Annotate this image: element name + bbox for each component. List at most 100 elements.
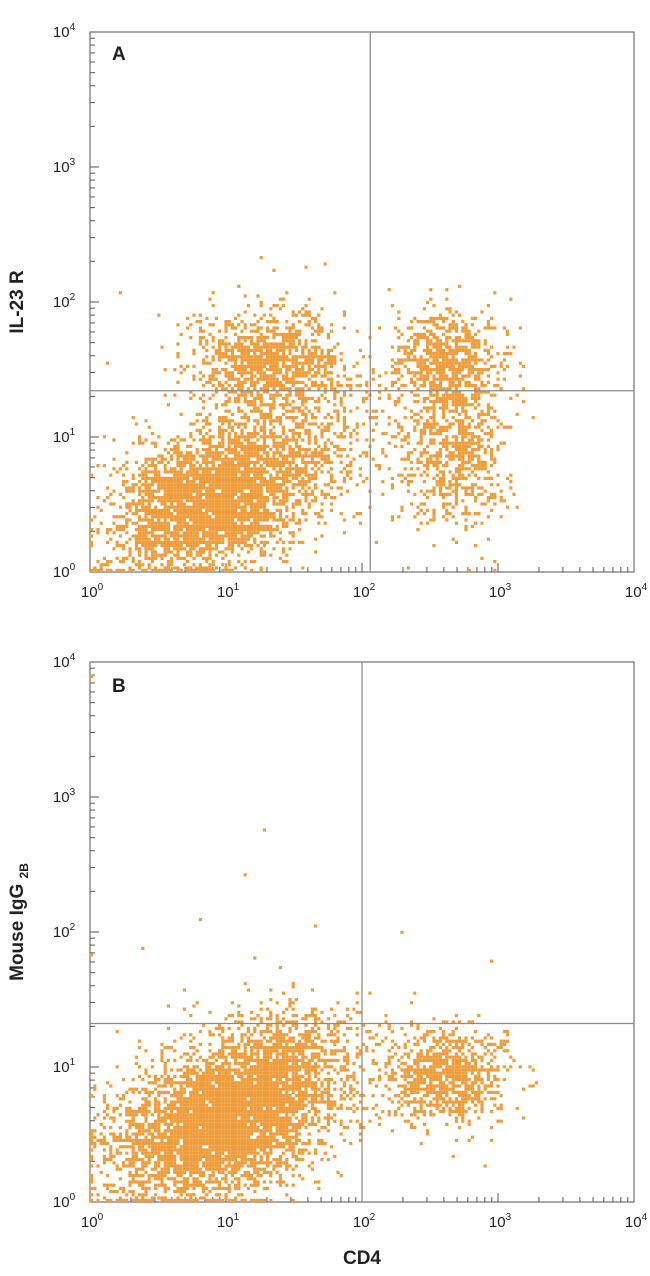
- panel-b-event-dot: [246, 1084, 250, 1088]
- panel-b-event-dot: [218, 1154, 222, 1158]
- panel-a-event-dot: [102, 464, 106, 468]
- panel-a-event-dot: [202, 540, 206, 544]
- panel-a-event-dot: [250, 384, 254, 388]
- panel-a-event-dot: [205, 454, 209, 458]
- panel-a-event-dot: [227, 374, 231, 378]
- panel-a-event-dot: [291, 483, 295, 487]
- panel-b-event-dot: [179, 1126, 183, 1130]
- panel-a-event-dot: [291, 457, 295, 461]
- panel-a-event-dot: [291, 406, 295, 410]
- panel-a-event-dot: [317, 323, 321, 327]
- panel-a-event-dot: [211, 508, 215, 512]
- panel-a-event-dot: [432, 492, 436, 496]
- panel-a-event-dot: [429, 489, 433, 493]
- panel-a-event-dot: [166, 566, 170, 570]
- panel-b-event-dot: [128, 1183, 132, 1187]
- panel-a-event-dot: [349, 441, 353, 445]
- panel-a-event-dot: [138, 560, 142, 564]
- panel-a-event-dot: [266, 470, 270, 474]
- panel-a-event-dot: [259, 540, 263, 544]
- panel-a-event-dot: [250, 377, 254, 381]
- panel-a-event-dot: [326, 361, 330, 365]
- panel-a-event-dot: [294, 345, 298, 349]
- panel-a-event-dot: [234, 377, 238, 381]
- panel-a-event-dot: [259, 332, 263, 336]
- panel-a-event-dot: [426, 377, 430, 381]
- panel-a-event-dot: [330, 387, 334, 391]
- panel-a-event-dot: [170, 534, 174, 538]
- panel-b-event-dot: [227, 1126, 231, 1130]
- panel-b-event-dot: [198, 1097, 202, 1101]
- panel-a-event-dot: [253, 384, 257, 388]
- panel-a-event-dot: [208, 505, 212, 509]
- panel-a-event-dot: [451, 400, 455, 404]
- panel-a-event-dot: [416, 342, 420, 346]
- panel-a-event-dot: [173, 438, 177, 442]
- panel-a-event-dot: [234, 505, 238, 509]
- panel-a-event-dot: [243, 348, 247, 352]
- panel-b-event-dot: [182, 1052, 186, 1056]
- panel-a-event-dot: [438, 355, 442, 359]
- panel-b-event-dot: [304, 1094, 308, 1098]
- panel-a-event-dot: [256, 377, 260, 381]
- panel-a-event-dot: [442, 492, 446, 496]
- panel-b-event-dot: [224, 1081, 228, 1085]
- panel-a-event-dot: [150, 496, 154, 500]
- panel-a-event-dot: [234, 515, 238, 519]
- panel-b-event-dot: [266, 1023, 270, 1027]
- panel-a-event-dot: [208, 448, 212, 452]
- panel-a-event-dot: [307, 377, 311, 381]
- panel-a-event-dot: [464, 489, 468, 493]
- panel-a-event-dot: [435, 368, 439, 372]
- panel-a-event-dot: [304, 473, 308, 477]
- panel-a-event-dot: [186, 544, 190, 548]
- panel-a-event-dot: [291, 473, 295, 477]
- panel-b-event-dot: [214, 1180, 218, 1184]
- panel-a-event-dot: [282, 406, 286, 410]
- panel-a-event-dot: [445, 342, 449, 346]
- panel-a-event-dot: [285, 467, 289, 471]
- panel-b-event-dot: [154, 1186, 158, 1190]
- panel-a-event-dot: [253, 364, 257, 368]
- panel-a-event-dot: [509, 352, 513, 356]
- panel-b-event-dot: [182, 1170, 186, 1174]
- panel-a-event-dot: [240, 444, 244, 448]
- panel-b-event-dot: [192, 1129, 196, 1133]
- panel-a-event-dot: [320, 451, 324, 455]
- panel-a-event-dot: [205, 419, 209, 423]
- panel-a-event-dot: [224, 329, 228, 333]
- panel-a-event-dot: [246, 499, 250, 503]
- panel-a-event-dot: [237, 512, 241, 516]
- panel-a-event-dot: [298, 425, 302, 429]
- panel-a-event-dot: [202, 499, 206, 503]
- panel-a-event-dot: [144, 480, 148, 484]
- panel-a-event-dot: [189, 518, 193, 522]
- panel-b-event-dot: [256, 1097, 260, 1101]
- panel-a-event-dot: [176, 496, 180, 500]
- panel-a-event-dot: [397, 361, 401, 365]
- panel-a-event-dot: [307, 320, 311, 324]
- panel-b-event-dot: [211, 1084, 215, 1088]
- panel-b-event-dot: [186, 1097, 190, 1101]
- panel-a-event-dot: [237, 470, 241, 474]
- panel-a-event-dot: [221, 568, 225, 572]
- panel-a-event-dot: [246, 502, 250, 506]
- panel-a-event-dot: [451, 435, 455, 439]
- panel-a-event-dot: [294, 364, 298, 368]
- panel-b-event-dot: [115, 1094, 119, 1098]
- panel-a-event-dot: [202, 406, 206, 410]
- panel-a-event-dot: [310, 316, 314, 320]
- panel-a-event-dot: [99, 521, 103, 525]
- panel-a-event-dot: [314, 464, 318, 468]
- panel-a-event-dot: [301, 422, 305, 426]
- panel-a-event-dot: [333, 387, 337, 391]
- panel-a-event-dot: [198, 553, 202, 557]
- panel-a-event-dot: [442, 332, 446, 336]
- panel-a-event-dot: [208, 537, 212, 541]
- panel-a-event-dot: [432, 425, 436, 429]
- panel-a-event-dot: [266, 444, 270, 448]
- panel-a-event-dot: [429, 454, 433, 458]
- panel-b-event-dot: [298, 1132, 302, 1136]
- panel-a-event-dot: [461, 403, 465, 407]
- panel-a-event-dot: [272, 342, 276, 346]
